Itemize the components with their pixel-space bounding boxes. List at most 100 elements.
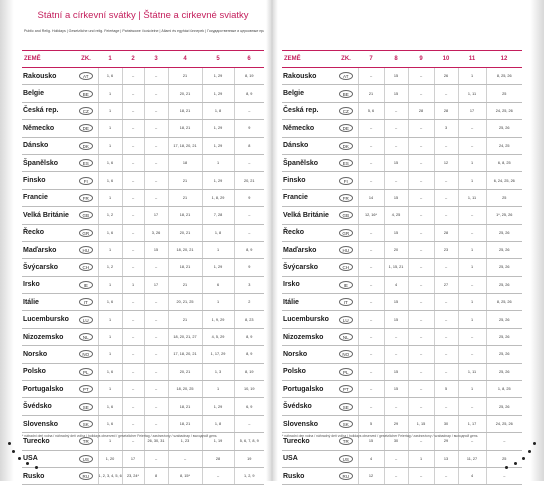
holiday-dates-cell: – bbox=[121, 67, 144, 86]
country-code-cell: FI bbox=[74, 171, 98, 190]
column-header-month: 5 bbox=[202, 50, 234, 68]
holiday-dates-cell: – bbox=[143, 102, 168, 121]
holiday-dates-cell: – bbox=[357, 137, 384, 155]
country-name: Lucembursko bbox=[282, 310, 334, 329]
holiday-dates-cell: 18, 20, 21, 27 bbox=[167, 328, 202, 347]
holiday-dates-cell: 25, 26 bbox=[485, 224, 522, 242]
country-code-badge: US bbox=[338, 454, 353, 463]
country-name: USA bbox=[22, 450, 74, 468]
country-code-badge: LU bbox=[78, 315, 93, 324]
country-code-badge: IT bbox=[338, 298, 353, 307]
table-row: Rakousko AT 1, 6– –21 1, 29 8, 19 bbox=[22, 67, 264, 86]
country-name: Norsko bbox=[282, 345, 334, 364]
holiday-dates-cell: 1 bbox=[201, 380, 234, 399]
country-name: Portugalsko bbox=[282, 380, 334, 399]
holiday-dates-cell: – bbox=[407, 310, 434, 329]
country-code-cell: RU bbox=[334, 467, 358, 485]
holiday-dates-cell: – bbox=[383, 467, 408, 485]
country-code-badge: US bbox=[78, 454, 93, 463]
holiday-dates-cell: 20, 21, 25 bbox=[167, 293, 202, 312]
table-row: Irsko IE 1 1 17 21 6 3 bbox=[22, 276, 264, 295]
country-code-cell: US bbox=[334, 450, 358, 468]
table-row: Česká rep. CZ 5, 6–28 28 17 24, 25, 26 bbox=[282, 102, 522, 121]
holiday-dates-cell: 28 bbox=[201, 450, 234, 468]
country-code-badge: IE bbox=[78, 280, 93, 289]
table-row: Řecko GR 1, 6–3, 26 20, 21 1, 8– bbox=[22, 224, 264, 242]
country-name: Velká Británie bbox=[282, 206, 334, 225]
holiday-dates-cell: 1, 6 bbox=[97, 363, 122, 382]
holiday-dates-cell: – bbox=[457, 432, 486, 451]
holiday-dates-cell: 1, 29 bbox=[201, 137, 234, 155]
column-header-month: 3 bbox=[144, 50, 168, 68]
column-header-month: 12 bbox=[486, 50, 522, 68]
country-code-badge: FR bbox=[78, 193, 93, 202]
holiday-dates-cell: – bbox=[121, 241, 144, 260]
country-code-cell: TR bbox=[334, 432, 358, 451]
holiday-dates-cell: – bbox=[121, 171, 144, 190]
holiday-dates-cell: 1 bbox=[457, 380, 486, 399]
holiday-dates-cell: 15 bbox=[383, 154, 408, 173]
table-row: Turecko TR 1–26, 30, 31 1, 23 1, 19 5, 6, 7, … bbox=[22, 432, 264, 451]
country-name: Itálie bbox=[22, 293, 74, 312]
country-code-cell: PL bbox=[334, 363, 358, 382]
column-header-month: 10 bbox=[434, 50, 458, 68]
holiday-dates-cell: – bbox=[121, 258, 144, 277]
holiday-dates-cell: – bbox=[407, 328, 434, 347]
country-name: Slovensko bbox=[282, 415, 334, 434]
holiday-dates-cell: 1 bbox=[97, 241, 122, 260]
book-gutter bbox=[266, 0, 278, 481]
table-row: Polsko PL 1, 6– –20, 21 1, 3 8, 19 bbox=[22, 363, 264, 382]
footnote: * náhradní den volna / náhradný deň voľn… bbox=[282, 434, 478, 438]
country-name: Itálie bbox=[282, 293, 334, 312]
country-code-badge: DE bbox=[338, 124, 353, 133]
table-row: Irsko IE –4–27–25, 26 bbox=[282, 276, 522, 295]
holiday-dates-cell: 4, 5, 29 bbox=[201, 328, 234, 347]
holiday-dates-cell: 17 bbox=[121, 450, 144, 468]
holiday-dates-cell: 1 bbox=[97, 137, 122, 155]
holiday-dates-cell: – bbox=[383, 119, 408, 138]
holiday-dates-cell: 1, 29 bbox=[201, 119, 234, 138]
country-code-badge: NL bbox=[338, 333, 353, 342]
country-code-badge: PL bbox=[338, 367, 353, 376]
holiday-dates-cell: – bbox=[143, 154, 168, 173]
holiday-dates-cell: 28 bbox=[433, 224, 458, 242]
holiday-dates-cell: 25, 26 bbox=[485, 345, 522, 364]
holiday-dates-cell: – bbox=[121, 363, 144, 382]
holiday-dates-cell: 20, 21 bbox=[167, 224, 202, 242]
holiday-dates-cell: 17, 18, 20, 21 bbox=[167, 345, 202, 364]
column-header-month: 11 bbox=[458, 50, 486, 68]
holiday-dates-cell: 5, 6, 7, 8, 9 bbox=[233, 432, 264, 451]
country-name: Francie bbox=[282, 189, 334, 208]
holiday-dates-cell: – bbox=[457, 276, 486, 295]
holiday-dates-cell: 6, 24, 25, 26 bbox=[485, 171, 522, 190]
country-name: Irsko bbox=[22, 276, 74, 295]
holiday-dates-cell: – bbox=[407, 258, 434, 277]
holiday-dates-cell: 8, 9 bbox=[233, 328, 264, 347]
table-row: Polsko PL –15– –1, 11 25, 26 bbox=[282, 363, 522, 382]
country-name: Německo bbox=[282, 119, 334, 138]
holiday-dates-cell: – bbox=[457, 224, 486, 242]
holiday-dates-cell: 25, 26 bbox=[485, 328, 522, 347]
holiday-dates-cell: 8 bbox=[143, 467, 168, 485]
country-code-cell: NO bbox=[74, 345, 98, 364]
holiday-dates-cell: 5, 6 bbox=[357, 102, 384, 121]
holiday-dates-cell: 1 bbox=[457, 293, 486, 312]
holiday-dates-cell: 25 bbox=[485, 84, 522, 103]
holiday-dates-cell: 1 bbox=[97, 432, 122, 451]
holiday-dates-cell: 15 bbox=[357, 432, 384, 451]
holiday-dates-cell: 20, 21 bbox=[233, 171, 264, 190]
holiday-dates-cell: – bbox=[121, 189, 144, 208]
page-edge-shadow-right bbox=[530, 0, 544, 481]
holiday-dates-cell: – bbox=[357, 241, 384, 260]
country-name: Dánsko bbox=[22, 137, 74, 155]
column-header-month: 8 bbox=[384, 50, 408, 68]
page-edge-shadow-left bbox=[0, 0, 14, 481]
holiday-dates-cell: – bbox=[143, 119, 168, 138]
holiday-dates-cell: 1 bbox=[97, 84, 122, 103]
holiday-dates-cell: 26, 30, 31 bbox=[143, 432, 168, 451]
holiday-dates-cell: 1, 2, 3, 4, 5, 6, 7 bbox=[97, 467, 122, 485]
holiday-dates-cell: – bbox=[121, 310, 144, 329]
holiday-dates-cell: 18, 20, 21 bbox=[167, 241, 202, 260]
holiday-dates-cell: 1 bbox=[97, 328, 122, 347]
holiday-dates-cell: 9 bbox=[233, 189, 264, 208]
